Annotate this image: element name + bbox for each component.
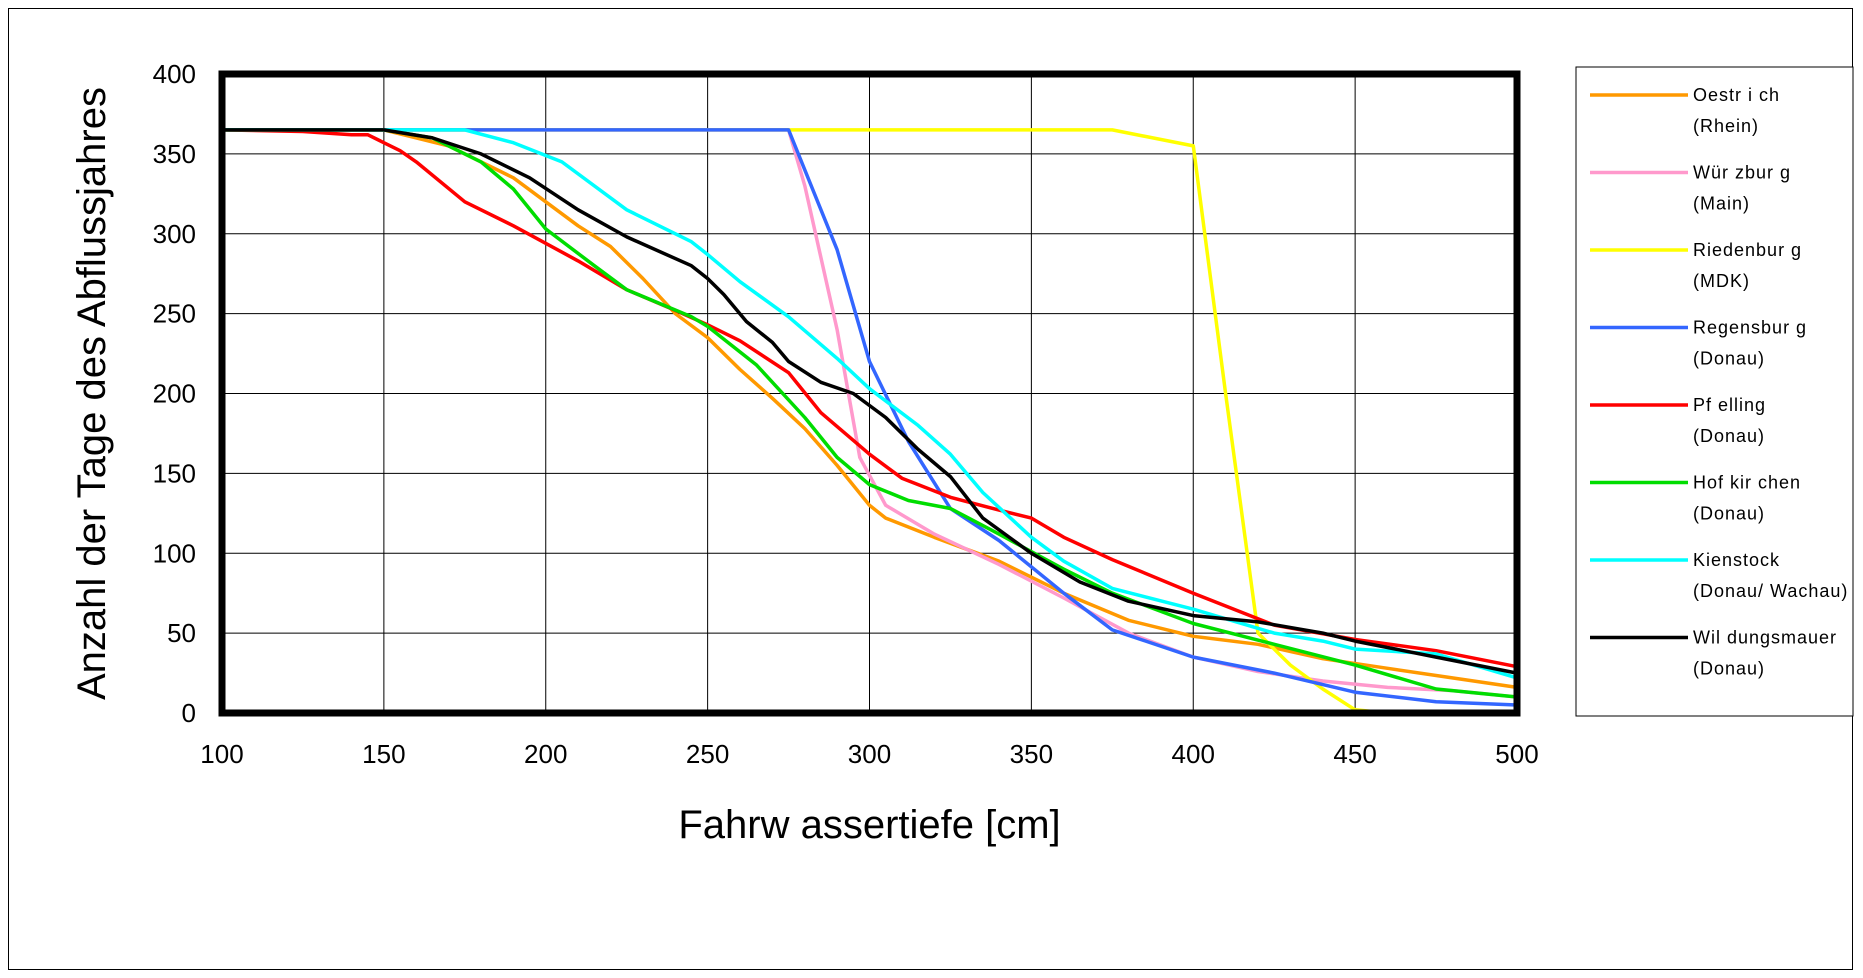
- series-line-2: [222, 128, 1518, 699]
- x-tick-label: 200: [524, 739, 567, 769]
- y-tick-label: 50: [167, 618, 196, 648]
- y-tick-label: 350: [153, 139, 196, 169]
- legend-entry-river: (Rhein): [1693, 116, 1759, 136]
- legend-entry-name: Pf elling: [1693, 395, 1766, 415]
- x-tick-label: 150: [362, 739, 405, 769]
- y-tick-label: 150: [153, 458, 196, 488]
- y-tick-label: 0: [182, 698, 196, 728]
- legend-entry-name: Wür zbur g: [1693, 163, 1791, 183]
- y-axis-title: Anzahl der Tage des Abflussjahres: [70, 87, 114, 700]
- legend-entry-river: (MDK): [1693, 271, 1750, 291]
- series-line-7: [222, 128, 1518, 680]
- series-line-6: [222, 128, 1518, 699]
- series-line-5: [221, 128, 1518, 669]
- series-lines: [221, 128, 1518, 715]
- legend-entry-name: Wil dungsmauer: [1693, 628, 1837, 648]
- x-tick-labels: 100 150 200 250 300 350 400 450 500: [200, 739, 1538, 769]
- x-tick-label: 400: [1172, 739, 1215, 769]
- legend: Oestr i ch (Rhein) Wür zbur g (Main) Riedenb…: [1575, 66, 1854, 717]
- plot-area-border: [218, 70, 1521, 717]
- legend-entry-name: Kienstock: [1693, 550, 1780, 570]
- legend-entry-name: Riedenbur g: [1693, 240, 1802, 260]
- y-tick-label: 300: [153, 219, 196, 249]
- legend-entry-river: (Main): [1693, 194, 1750, 214]
- y-tick-label: 200: [153, 379, 196, 409]
- series-line-8: [222, 128, 1518, 675]
- x-axis-title: Fahrw assertiefe [cm]: [678, 803, 1060, 847]
- legend-entry-river: (Donau): [1693, 349, 1765, 369]
- legend-entry-river: (Donau): [1693, 659, 1765, 679]
- series-line-4: [222, 128, 1518, 707]
- y-tick-label: 400: [153, 59, 196, 89]
- legend-entry-river: (Donau/ Wachau): [1693, 581, 1848, 601]
- x-tick-label: 450: [1333, 739, 1376, 769]
- x-tick-label: 100: [200, 739, 243, 769]
- y-tick-label: 250: [153, 299, 196, 329]
- legend-entry-river: (Donau): [1693, 426, 1765, 446]
- x-tick-label: 350: [1010, 739, 1053, 769]
- legend-entry-name: Regensbur g: [1693, 318, 1807, 338]
- x-tick-label: 500: [1495, 739, 1538, 769]
- y-tick-label: 100: [153, 538, 196, 568]
- series-line-1: [222, 128, 1518, 690]
- legend-entry-river: (Donau): [1693, 504, 1765, 524]
- legend-box: [1575, 66, 1854, 717]
- x-tick-label: 250: [686, 739, 729, 769]
- grid-lines: [221, 73, 1518, 714]
- y-tick-labels: 0 50 100 150 200 250 300 350 400: [153, 59, 196, 728]
- legend-entry-name: Oestr i ch: [1693, 85, 1780, 105]
- legend-entry-name: Hof kir chen: [1693, 473, 1801, 493]
- x-tick-label: 300: [848, 739, 891, 769]
